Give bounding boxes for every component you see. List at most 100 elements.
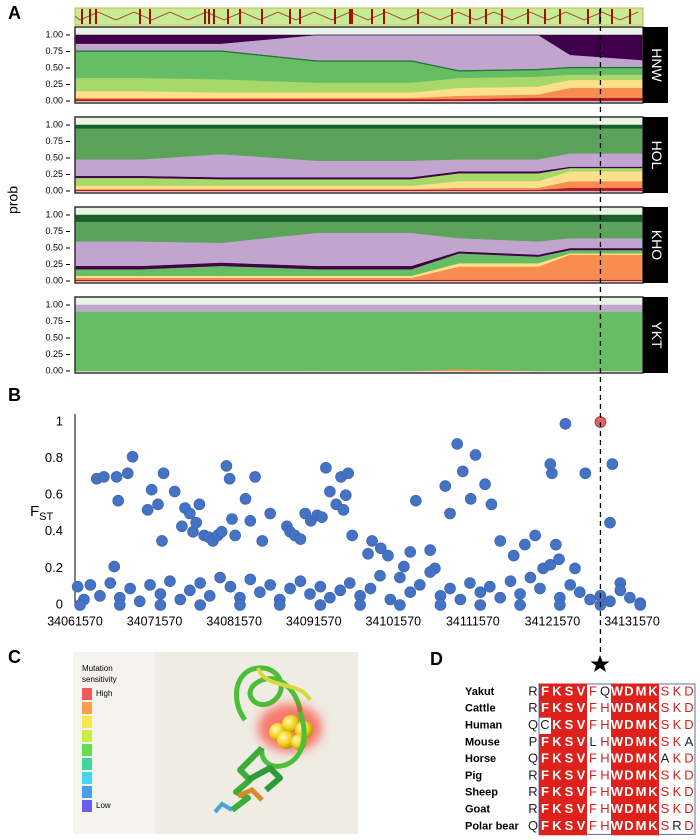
residue: H	[600, 818, 609, 833]
residue: F	[541, 683, 549, 698]
residue: H	[600, 767, 609, 782]
point	[224, 580, 237, 593]
point	[504, 575, 517, 588]
point	[145, 483, 158, 496]
point	[507, 549, 520, 562]
point	[176, 520, 188, 533]
residue: F	[589, 751, 597, 766]
residue: S	[661, 767, 670, 782]
residue: D	[624, 767, 633, 782]
residue: Q	[528, 751, 538, 766]
residue-bg	[563, 818, 575, 836]
residue: W	[611, 700, 624, 715]
population-label: HOL	[649, 141, 665, 170]
y-tick-label: 0.25	[45, 79, 63, 89]
point	[346, 529, 358, 542]
point	[104, 577, 117, 589]
point	[304, 588, 316, 600]
residue-bg	[563, 784, 575, 802]
point	[424, 566, 436, 578]
point	[375, 542, 387, 555]
residue-bg	[647, 700, 659, 718]
x-tick-label: 34061570	[47, 614, 103, 628]
residue-bg	[647, 734, 659, 752]
residue-bg	[551, 818, 563, 836]
residue: K	[648, 784, 658, 799]
y-tick-label: 0.25	[45, 349, 63, 359]
residue-bg	[575, 700, 587, 718]
residue: S	[661, 717, 670, 732]
species-name: Sheep	[465, 787, 498, 799]
residue: K	[673, 717, 682, 732]
y-tick-label: 0.00	[45, 275, 63, 285]
residue: D	[624, 784, 633, 799]
y-tick-label: 1.00	[45, 29, 63, 39]
residue: R	[528, 801, 537, 816]
residue-bg	[611, 734, 623, 752]
x-tick-label: 34111570	[446, 614, 500, 628]
residue-bg	[551, 683, 563, 701]
point	[226, 513, 238, 525]
point	[469, 449, 482, 461]
point	[514, 599, 526, 611]
species-name: Yakut	[465, 686, 495, 698]
residue: D	[624, 751, 633, 766]
point	[254, 586, 266, 598]
point	[168, 485, 181, 498]
residue: K	[552, 767, 562, 782]
residue-bg	[563, 683, 575, 701]
residue: D	[684, 818, 693, 833]
residue-bg	[539, 818, 551, 836]
residue-bg	[647, 784, 659, 802]
residue: K	[673, 767, 682, 782]
y-tick-label: 0.4	[45, 523, 63, 538]
point	[569, 562, 581, 575]
y-tick-label: 0.75	[45, 226, 63, 236]
point	[343, 577, 356, 589]
ancestry-area	[74, 311, 644, 372]
residue-bg	[623, 818, 635, 836]
residue-bg	[623, 784, 635, 802]
gene-track	[74, 7, 644, 26]
point	[124, 582, 136, 595]
residue-bg	[539, 750, 551, 769]
residue: D	[684, 801, 693, 816]
residue: S	[565, 767, 574, 782]
point	[108, 560, 121, 573]
residue-bg	[539, 784, 551, 802]
point	[494, 591, 506, 604]
residue-bg	[563, 750, 575, 769]
population-label: YKT	[649, 321, 665, 349]
residue: S	[661, 683, 670, 698]
residue: D	[624, 700, 633, 715]
residue: S	[661, 801, 670, 816]
residue: K	[648, 751, 658, 766]
point	[494, 535, 506, 547]
residue-bg	[551, 767, 563, 785]
point	[439, 480, 452, 492]
point	[184, 584, 196, 597]
star-marker	[590, 655, 610, 672]
point	[544, 558, 557, 571]
residue: M	[636, 751, 647, 766]
residue: K	[673, 784, 682, 799]
y-axis-label: prob	[5, 186, 21, 214]
residue-bg	[551, 784, 563, 802]
point	[121, 467, 134, 480]
point	[634, 599, 647, 611]
residue-bg	[611, 818, 623, 836]
residue-bg	[635, 767, 647, 785]
point	[444, 582, 456, 595]
x-tick-label: 34101570	[365, 614, 421, 628]
residue: M	[636, 801, 647, 816]
residue-bg	[623, 801, 635, 819]
legend-high: High	[96, 689, 112, 698]
residue: H	[600, 717, 609, 732]
point	[256, 535, 269, 547]
residue: D	[684, 683, 693, 698]
point	[229, 529, 241, 542]
point	[71, 580, 84, 593]
